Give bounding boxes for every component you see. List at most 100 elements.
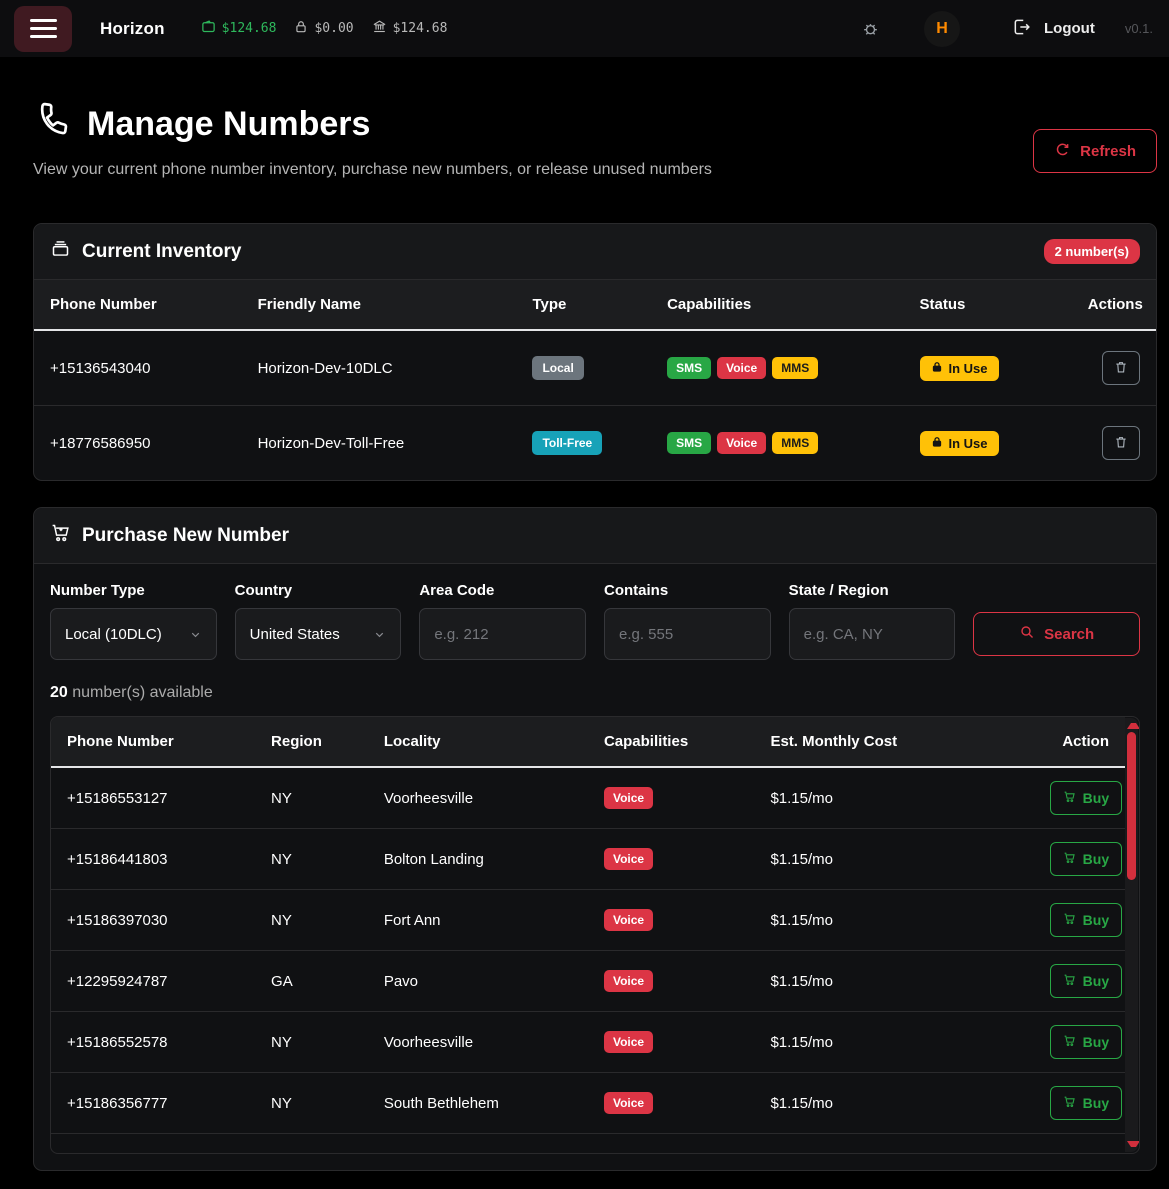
- result-locality: Fort Ann: [367, 889, 588, 951]
- cart-icon: [1063, 912, 1076, 928]
- col-locality: Locality: [367, 717, 588, 768]
- status-badge: In Use: [919, 355, 999, 381]
- app-version: v0.1.: [1124, 21, 1153, 36]
- result-row: +15186397030 NY Fort Ann Voice $1.15/mo …: [51, 889, 1125, 951]
- result-row: +15186553127 NY Voorheesville Voice $1.1…: [51, 767, 1125, 829]
- number-type-select[interactable]: Local (10DLC): [50, 608, 217, 660]
- buy-button-label: Buy: [1082, 851, 1110, 867]
- buy-button[interactable]: Buy: [1049, 1086, 1123, 1120]
- buy-button-label: Buy: [1082, 912, 1110, 928]
- state-region-input[interactable]: [788, 608, 956, 660]
- buy-button-label: Buy: [1082, 973, 1110, 989]
- capability-badge-sms: SMS: [667, 432, 712, 454]
- country-select[interactable]: United States: [234, 608, 402, 660]
- result-region: NY: [255, 889, 368, 951]
- buy-button[interactable]: Buy: [1049, 1025, 1123, 1059]
- capabilities-cell: SMS Voice MMS: [651, 406, 903, 481]
- inventory-box-icon: [50, 238, 71, 265]
- capability-badge-mms: MMS: [772, 432, 819, 454]
- col-region: Region: [255, 717, 368, 768]
- wallet-icon: [201, 19, 216, 38]
- result-row: +15186552578 NY Voorheesville Voice $1.1…: [51, 1011, 1125, 1073]
- lock-icon: [294, 20, 308, 38]
- search-button[interactable]: Search: [973, 612, 1140, 656]
- bank-balance: $124.68: [372, 19, 447, 38]
- capability-badge-voice: Voice: [603, 787, 654, 809]
- result-row: +15186441803 NY Bolton Landing Voice $1.…: [51, 828, 1125, 890]
- page-header: Manage Numbers View your current phone n…: [33, 101, 1157, 179]
- buy-button[interactable]: Buy: [1049, 842, 1123, 876]
- inventory-card-header: Current Inventory 2 number(s): [34, 224, 1156, 280]
- filter-contains: Contains: [604, 582, 771, 660]
- result-cost: $1.15/mo: [754, 828, 1034, 890]
- search-icon: [1019, 624, 1035, 644]
- result-region: NY: [255, 767, 368, 829]
- logout-button[interactable]: Logout: [1012, 17, 1095, 41]
- results-scrollbar[interactable]: [1125, 718, 1139, 1152]
- main-content: Manage Numbers View your current phone n…: [0, 57, 1169, 1171]
- buy-button[interactable]: Buy: [1049, 964, 1123, 998]
- area-code-input[interactable]: [419, 608, 586, 660]
- inventory-table-body: +15136543040 Horizon-Dev-10DLC Local SMS…: [34, 330, 1156, 480]
- result-phone: +15186553127: [51, 767, 256, 829]
- inventory-phone: +15136543040: [34, 330, 242, 406]
- inventory-friendly-name: Horizon-Dev-10DLC: [241, 330, 517, 406]
- buy-button-label: Buy: [1082, 790, 1110, 806]
- result-cost: $1.15/mo: [754, 767, 1034, 829]
- inventory-friendly-name: Horizon-Dev-Toll-Free: [257, 434, 405, 452]
- capability-badge-voice: Voice: [603, 970, 654, 992]
- inventory-row: +15136543040 Horizon-Dev-10DLC Local SMS…: [34, 330, 1156, 406]
- result-phone: +12295924787: [51, 950, 256, 1012]
- search-filters: Number Type Local (10DLC) Country United…: [34, 564, 1156, 680]
- logout-icon: [1012, 17, 1032, 41]
- col-phone-number: Phone Number: [51, 717, 256, 768]
- col-capabilities: Capabilities: [651, 280, 904, 331]
- cart-icon: [1063, 851, 1076, 867]
- buy-button-label: Buy: [1082, 1034, 1110, 1050]
- capability-badge-voice: Voice: [603, 909, 654, 931]
- result-locality: Voorheesville: [367, 767, 588, 829]
- lock-icon: [931, 436, 943, 451]
- capability-badge-voice: Voice: [603, 1092, 654, 1114]
- type-badge: Local: [532, 356, 584, 380]
- inventory-count-badge: 2 number(s): [1043, 239, 1140, 264]
- refresh-button[interactable]: Refresh: [1033, 129, 1157, 173]
- delete-number-button[interactable]: [1102, 351, 1140, 385]
- result-phone: +15186552578: [51, 1011, 256, 1073]
- result-cost: $1.15/mo: [754, 950, 1034, 1012]
- delete-number-button[interactable]: [1102, 426, 1140, 460]
- trash-icon: [1114, 435, 1128, 452]
- capability-badge-voice: Voice: [717, 432, 767, 454]
- buy-button[interactable]: Buy: [1049, 903, 1123, 937]
- result-locality: Bolton Landing: [367, 828, 588, 890]
- scrollbar-thumb[interactable]: [1127, 732, 1136, 880]
- buy-button[interactable]: Buy: [1049, 781, 1123, 815]
- inventory-table: Phone Number Friendly Name Type Capabili…: [34, 280, 1156, 480]
- inventory-row: +18776586950 Horizon-Dev-Toll-Free Toll-…: [34, 406, 1156, 481]
- hamburger-menu-button[interactable]: [14, 5, 72, 52]
- trash-icon: [1114, 360, 1128, 377]
- capability-badge-mms: MMS: [772, 357, 819, 379]
- contains-input[interactable]: [604, 608, 771, 660]
- type-badge: Toll-Free: [532, 431, 603, 455]
- result-row: +15186356777 NY South Bethlehem Voice $1…: [51, 1072, 1125, 1134]
- filter-number-type: Number Type Local (10DLC): [50, 582, 217, 660]
- result-phone: +15186441803: [51, 828, 256, 890]
- cart-plus-icon: [50, 522, 71, 549]
- purchase-card: Purchase New Number Number Type Local (1…: [33, 507, 1157, 1171]
- debug-bug-button[interactable]: [861, 19, 880, 38]
- page-title: Manage Numbers: [33, 101, 712, 148]
- result-cost: $1.15/mo: [754, 1072, 1034, 1134]
- scroll-down-arrow[interactable]: [1127, 1141, 1139, 1147]
- balance-group: $124.68 $0.00 $124.68: [201, 19, 447, 38]
- result-region: GA: [255, 950, 368, 1012]
- scroll-up-arrow[interactable]: [1127, 723, 1139, 729]
- col-type: Type: [516, 280, 652, 331]
- cart-icon: [1063, 790, 1076, 806]
- result-phone: +15186397030: [51, 889, 256, 951]
- capability-badge-voice: Voice: [603, 1031, 654, 1053]
- filter-country: Country United States: [234, 582, 402, 660]
- result-locality: Voorheesville: [367, 1011, 588, 1073]
- result-phone: +15186356777: [51, 1072, 256, 1134]
- refresh-icon: [1054, 141, 1071, 162]
